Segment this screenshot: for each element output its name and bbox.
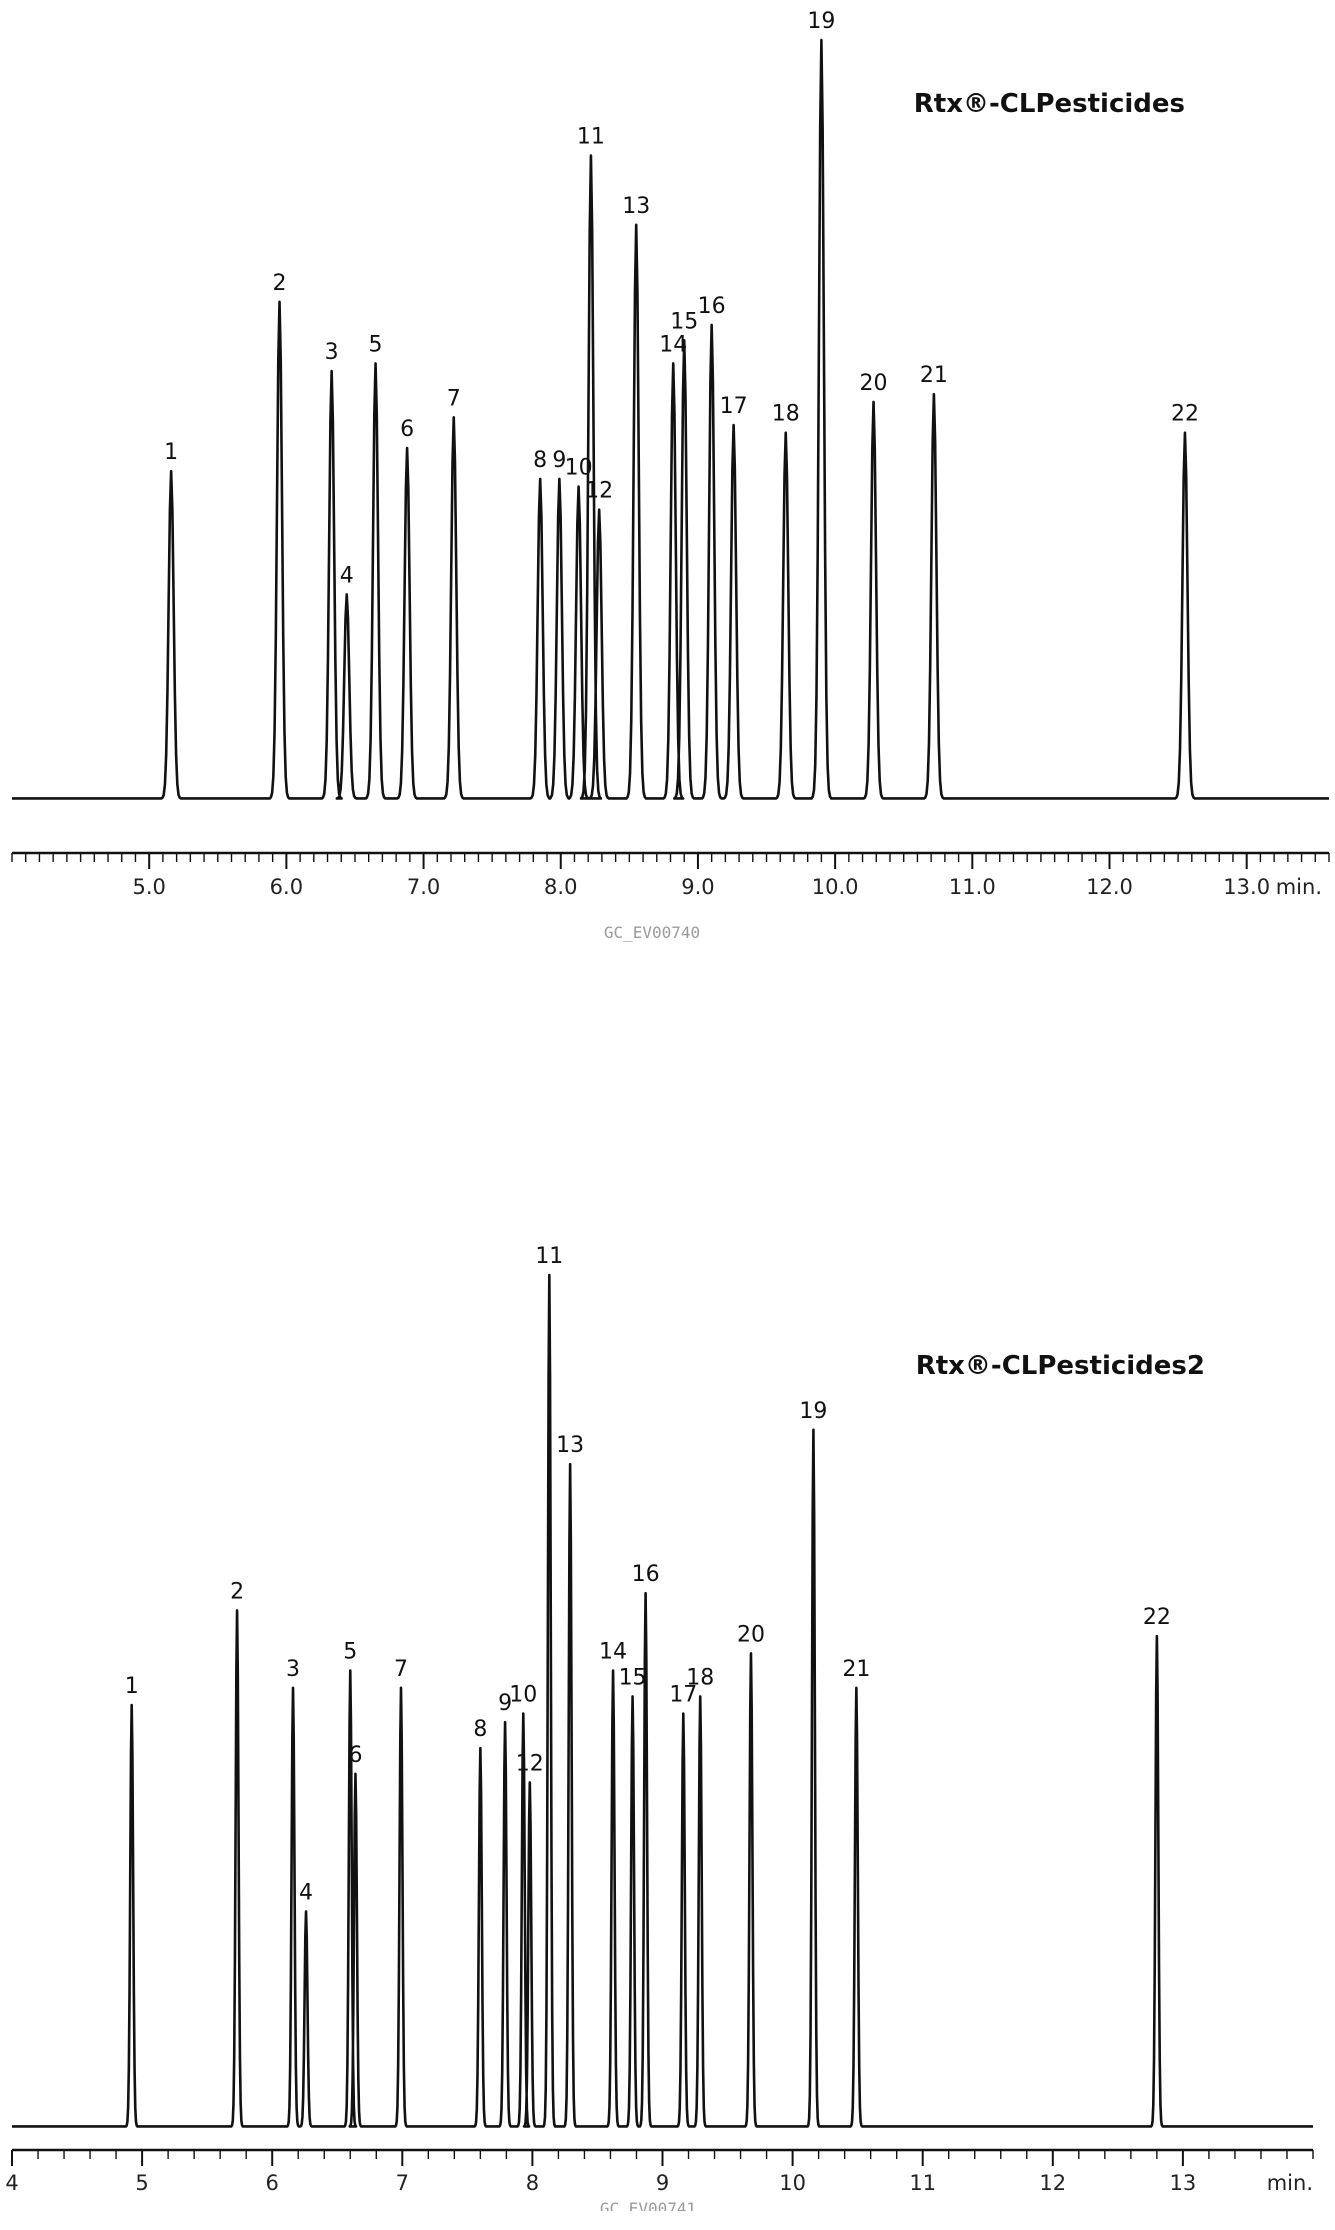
x-axis-tick-label: 7.0 [407, 875, 440, 899]
peak-label-1: 1 [125, 1674, 139, 1699]
column-title: Rtx®-CLPesticides2 [916, 1351, 1205, 1381]
peak-label-19: 19 [807, 9, 835, 34]
peak-label-11: 11 [577, 125, 605, 150]
column-title: Rtx®-CLPesticides [914, 89, 1185, 119]
peak-label-2: 2 [273, 271, 287, 296]
peak-label-14: 14 [599, 1640, 627, 1665]
peak-label-12: 12 [516, 1751, 544, 1776]
x-axis-unit-label: min. [1267, 2171, 1313, 2195]
x-axis-tick-label: 5.0 [132, 875, 165, 899]
figure-code-label: GC_EV00740 [604, 923, 700, 942]
chromatogram-trace [12, 40, 1329, 798]
x-axis-tick-label: 11 [909, 2171, 936, 2195]
peak-label-12: 12 [585, 479, 613, 504]
peak-label-8: 8 [473, 1717, 487, 1742]
peak-label-13: 13 [622, 194, 650, 219]
peak-label-15: 15 [619, 1665, 647, 1690]
chromatogram-bottom: Rtx®-CLPesticides2 123456789101112131415… [0, 1170, 1335, 2211]
x-axis-tick-label: 9 [656, 2171, 669, 2195]
peak-label-8: 8 [533, 448, 547, 473]
peak-label-10: 10 [509, 1683, 537, 1708]
x-axis-tick-label: 4 [5, 2171, 18, 2195]
trace-layer [12, 40, 1329, 798]
peak-label-22: 22 [1143, 1605, 1171, 1630]
peak-label-2: 2 [230, 1579, 244, 1604]
peak-label-11: 11 [535, 1244, 563, 1269]
peak-label-13: 13 [556, 1433, 584, 1458]
trace-layer [12, 1275, 1313, 2126]
figure-code-label: GC_EV00741 [600, 2199, 696, 2211]
peak-label-4: 4 [340, 563, 354, 588]
peak-label-16: 16 [632, 1562, 660, 1587]
peak-label-6: 6 [400, 417, 414, 442]
chromatogram-trace [12, 1275, 1313, 2126]
x-axis-tick-label: 12.0 [1086, 875, 1133, 899]
peak-label-19: 19 [799, 1399, 827, 1424]
x-axis-tick-label: 5 [135, 2171, 148, 2195]
peak-label-6: 6 [348, 1743, 362, 1768]
x-axis-tick-label: 6.0 [270, 875, 303, 899]
x-axis-tick-label: 7 [396, 2171, 409, 2195]
peak-label-3: 3 [325, 340, 339, 365]
peak-label-21: 21 [920, 363, 948, 388]
x-axis-ticks: 4 5 6 7 8 9 10 11 12 13 [5, 2150, 1313, 2195]
x-axis-tick-label: 6 [266, 2171, 279, 2195]
x-axis-tick-label: 10 [779, 2171, 806, 2195]
peak-label-14: 14 [659, 332, 687, 357]
peak-label-18: 18 [686, 1665, 714, 1690]
peak-label-7: 7 [394, 1657, 408, 1682]
peak-label-18: 18 [772, 402, 800, 427]
x-axis-tick-label: 11.0 [949, 875, 996, 899]
peak-label-5: 5 [343, 1640, 357, 1665]
x-axis-tick-label: 8 [526, 2171, 539, 2195]
peak-label-17: 17 [720, 394, 748, 419]
x-axis-tick-label: 12 [1039, 2171, 1066, 2195]
peak-label-20: 20 [737, 1622, 765, 1647]
peak-label-10: 10 [565, 456, 593, 481]
peak-label-16: 16 [698, 294, 726, 319]
x-axis-tick-label: 9.0 [681, 875, 714, 899]
x-axis-tick-label: 10.0 [812, 875, 859, 899]
x-axis-ticks: 5.0 6.0 7.0 8.0 9.0 10.0 11.0 12.0 13.0 [12, 853, 1329, 899]
peak-label-5: 5 [369, 332, 383, 357]
peak-label-3: 3 [286, 1657, 300, 1682]
peak-label-1: 1 [164, 440, 178, 465]
peak-label-21: 21 [842, 1657, 870, 1682]
x-axis-tick-label: 13 [1170, 2171, 1197, 2195]
peak-label-15: 15 [670, 309, 698, 334]
x-axis-unit-label: min. [1276, 875, 1322, 899]
peak-label-22: 22 [1171, 402, 1199, 427]
x-axis-tick-label: 13.0 [1223, 875, 1270, 899]
peak-label-20: 20 [860, 371, 888, 396]
peak-label-7: 7 [447, 386, 461, 411]
x-axis-tick-label: 8.0 [544, 875, 577, 899]
peak-label-4: 4 [299, 1880, 313, 1905]
